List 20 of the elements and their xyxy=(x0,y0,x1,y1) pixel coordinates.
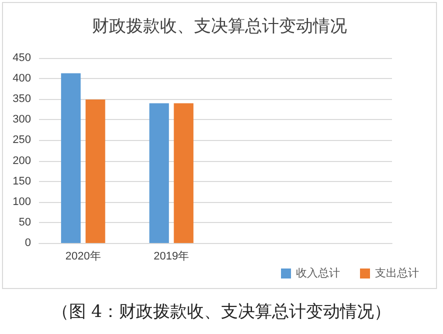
y-tick-label: 400 xyxy=(12,72,31,85)
y-tick-label: 250 xyxy=(12,134,31,146)
legend-label: 收入总计 xyxy=(296,266,340,280)
x-tick-label: 2019年 xyxy=(154,250,190,262)
bar xyxy=(149,103,169,243)
y-tick-label: 150 xyxy=(12,175,31,188)
bar xyxy=(86,100,106,243)
legend-label: 支出总计 xyxy=(375,266,419,280)
y-tick-label: 50 xyxy=(18,216,31,228)
chart-title: 财政拨款收、支决算总计变动情况 xyxy=(92,16,347,36)
y-tick-label: 0 xyxy=(24,237,31,249)
y-tick-label: 300 xyxy=(12,114,31,126)
bar xyxy=(61,73,81,243)
y-tick-label: 350 xyxy=(12,93,31,106)
x-tick-label: 2020年 xyxy=(65,250,101,262)
y-tick-label: 200 xyxy=(12,154,31,167)
text: （图 4：财政拨款收、支决算总计变动情况） xyxy=(50,301,392,323)
bar xyxy=(174,103,194,243)
y-tick-label: 100 xyxy=(12,196,31,208)
y-tick-label: 450 xyxy=(12,52,31,64)
